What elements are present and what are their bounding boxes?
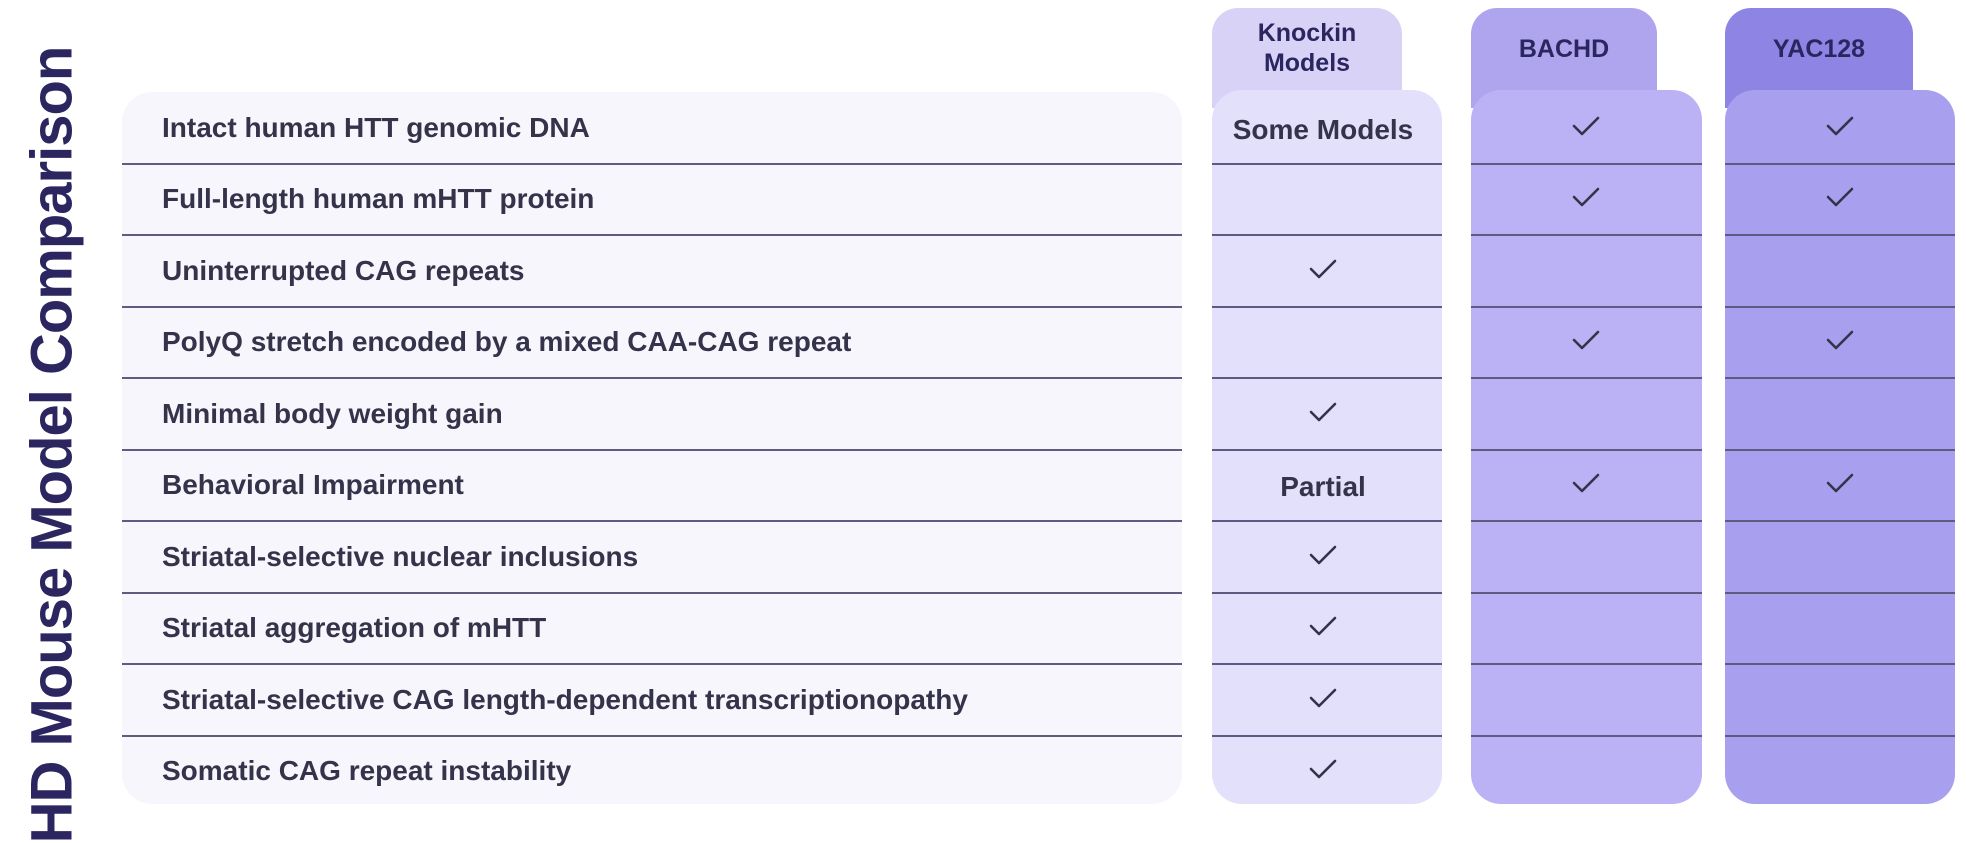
feature-label: Behavioral Impairment — [162, 469, 464, 501]
row-divider — [122, 162, 1182, 165]
row-divider — [122, 448, 1182, 451]
row-divider — [1725, 448, 1955, 451]
row-divider — [1725, 377, 1955, 379]
column-body-bachd — [1471, 90, 1702, 804]
feature-label: Intact human HTT genomic DNA — [162, 111, 590, 143]
row-divider — [1212, 305, 1442, 308]
page-title: HD Mouse Model Comparison — [19, 46, 85, 843]
row-divider — [1471, 591, 1702, 594]
row-divider — [1725, 234, 1955, 236]
row-divider — [122, 663, 1182, 665]
row-divider — [1212, 663, 1442, 665]
checkmark-icon — [1825, 114, 1855, 138]
row-divider — [1471, 663, 1702, 665]
row-divider — [1471, 448, 1702, 451]
checkmark-icon — [1825, 328, 1855, 352]
checkmark-icon — [1825, 471, 1855, 495]
feature-label: Striatal aggregation of mHTT — [162, 612, 547, 644]
row-divider — [1471, 234, 1702, 236]
row-divider — [1725, 734, 1955, 737]
row-divider — [1212, 448, 1442, 451]
checkmark-icon — [1571, 328, 1601, 352]
column-header-line: Knockin — [1257, 19, 1357, 47]
row-divider — [1725, 591, 1955, 594]
row-divider — [122, 591, 1182, 594]
row-divider — [1212, 520, 1442, 522]
row-divider — [1725, 663, 1955, 665]
row-divider — [1471, 305, 1702, 308]
feature-label: PolyQ stretch encoded by a mixed CAA-CAG… — [162, 326, 852, 358]
cell-value: Some Models — [1232, 113, 1414, 145]
checkmark-icon — [1308, 400, 1338, 424]
checkmark-icon — [1308, 757, 1338, 781]
column-body-yac128 — [1725, 90, 1955, 804]
column-header-line: BACHD — [1518, 35, 1610, 63]
cell-value: Partial — [1280, 471, 1366, 503]
row-divider — [1212, 234, 1442, 236]
checkmark-icon — [1308, 614, 1338, 638]
column-header-line: YAC128 — [1772, 35, 1866, 63]
feature-label: Somatic CAG repeat instability — [162, 755, 572, 787]
row-divider — [1725, 520, 1955, 522]
row-divider — [1725, 162, 1955, 165]
column-body-knockin — [1212, 90, 1442, 804]
row-divider — [122, 305, 1182, 308]
checkmark-icon — [1571, 471, 1601, 495]
row-divider — [1471, 377, 1702, 379]
row-divider — [122, 234, 1182, 236]
checkmark-icon — [1308, 257, 1338, 281]
feature-label: Striatal-selective nuclear inclusions — [162, 540, 639, 572]
column-header-line: Models — [1263, 49, 1351, 77]
row-divider — [122, 520, 1182, 522]
feature-label: Uninterrupted CAG repeats — [162, 254, 525, 286]
checkmark-icon — [1308, 543, 1338, 567]
row-divider — [122, 377, 1182, 379]
checkmark-icon — [1571, 114, 1601, 138]
feature-label: Minimal body weight gain — [162, 397, 503, 429]
feature-label: Full-length human mHTT protein — [162, 183, 595, 215]
row-divider — [1471, 520, 1702, 522]
row-divider — [122, 734, 1182, 737]
row-divider — [1212, 591, 1442, 594]
checkmark-icon — [1571, 185, 1601, 209]
checkmark-icon — [1825, 185, 1855, 209]
feature-label-panel — [122, 92, 1182, 804]
row-divider — [1471, 734, 1702, 737]
row-divider — [1725, 305, 1955, 308]
row-divider — [1212, 734, 1442, 737]
checkmark-icon — [1308, 686, 1338, 710]
feature-label: Striatal-selective CAG length-dependent … — [162, 683, 968, 715]
row-divider — [1212, 377, 1442, 379]
row-divider — [1212, 162, 1442, 165]
row-divider — [1471, 162, 1702, 165]
